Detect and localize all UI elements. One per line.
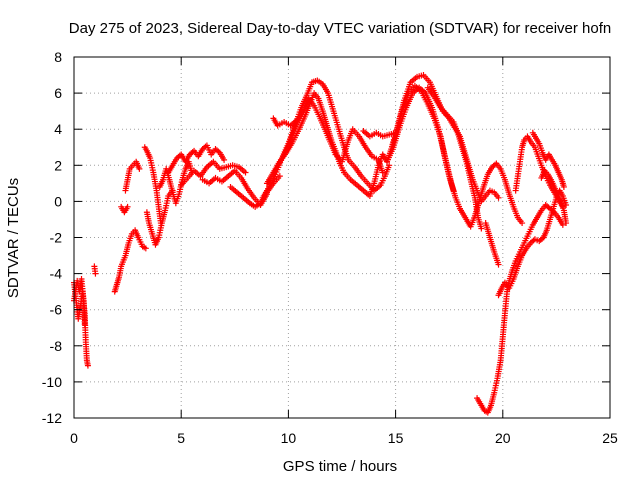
data-points <box>71 72 570 416</box>
y-tick-label: -10 <box>42 374 62 390</box>
data-point <box>450 187 457 194</box>
x-tick-label: 5 <box>177 430 185 446</box>
x-tick-label: 15 <box>388 430 404 446</box>
x-tick-label: 20 <box>495 430 511 446</box>
data-point <box>495 261 502 268</box>
y-tick-label: -6 <box>50 302 63 318</box>
x-axis-title: GPS time / hours <box>283 458 397 475</box>
y-tick-label: 6 <box>54 85 62 101</box>
data-point <box>386 162 393 169</box>
data-point <box>221 156 228 163</box>
data-point <box>563 202 570 209</box>
data-point <box>379 169 386 176</box>
data-point <box>559 221 566 228</box>
axis-ticks <box>73 56 611 419</box>
y-tick-label: -4 <box>50 266 63 282</box>
data-point <box>495 194 502 201</box>
y-axis-title: SDTVAR / TECUs <box>5 178 22 298</box>
y-tick-label: 2 <box>54 157 62 173</box>
x-tick-label: 10 <box>281 430 297 446</box>
data-point <box>81 321 88 328</box>
data-point <box>142 245 149 252</box>
y-tick-label: 0 <box>54 193 62 209</box>
data-point <box>124 203 131 210</box>
data-point <box>563 220 570 227</box>
data-point <box>276 173 283 180</box>
x-tick-label: 0 <box>70 430 78 446</box>
chart-title: Day 275 of 2023, Sidereal Day-to-day VTE… <box>69 20 611 37</box>
y-tick-label: -2 <box>50 230 63 246</box>
data-point <box>136 165 143 172</box>
y-tick-label: -8 <box>50 338 63 354</box>
data-point <box>242 169 249 176</box>
y-tick-label: 8 <box>54 49 62 65</box>
y-tick-label: 4 <box>54 121 62 137</box>
data-point <box>560 183 567 190</box>
data-point <box>478 225 485 232</box>
x-tick-label: 25 <box>602 430 618 446</box>
y-tick-label: -12 <box>42 410 62 426</box>
data-point <box>92 270 99 277</box>
data-point <box>298 111 305 118</box>
data-point <box>519 220 526 227</box>
data-point <box>84 362 91 369</box>
tick-labels: 0 5 10 15 20 25 -12 -10 -8 -6 -4 -2 0 2 4 6 8 <box>42 49 618 446</box>
